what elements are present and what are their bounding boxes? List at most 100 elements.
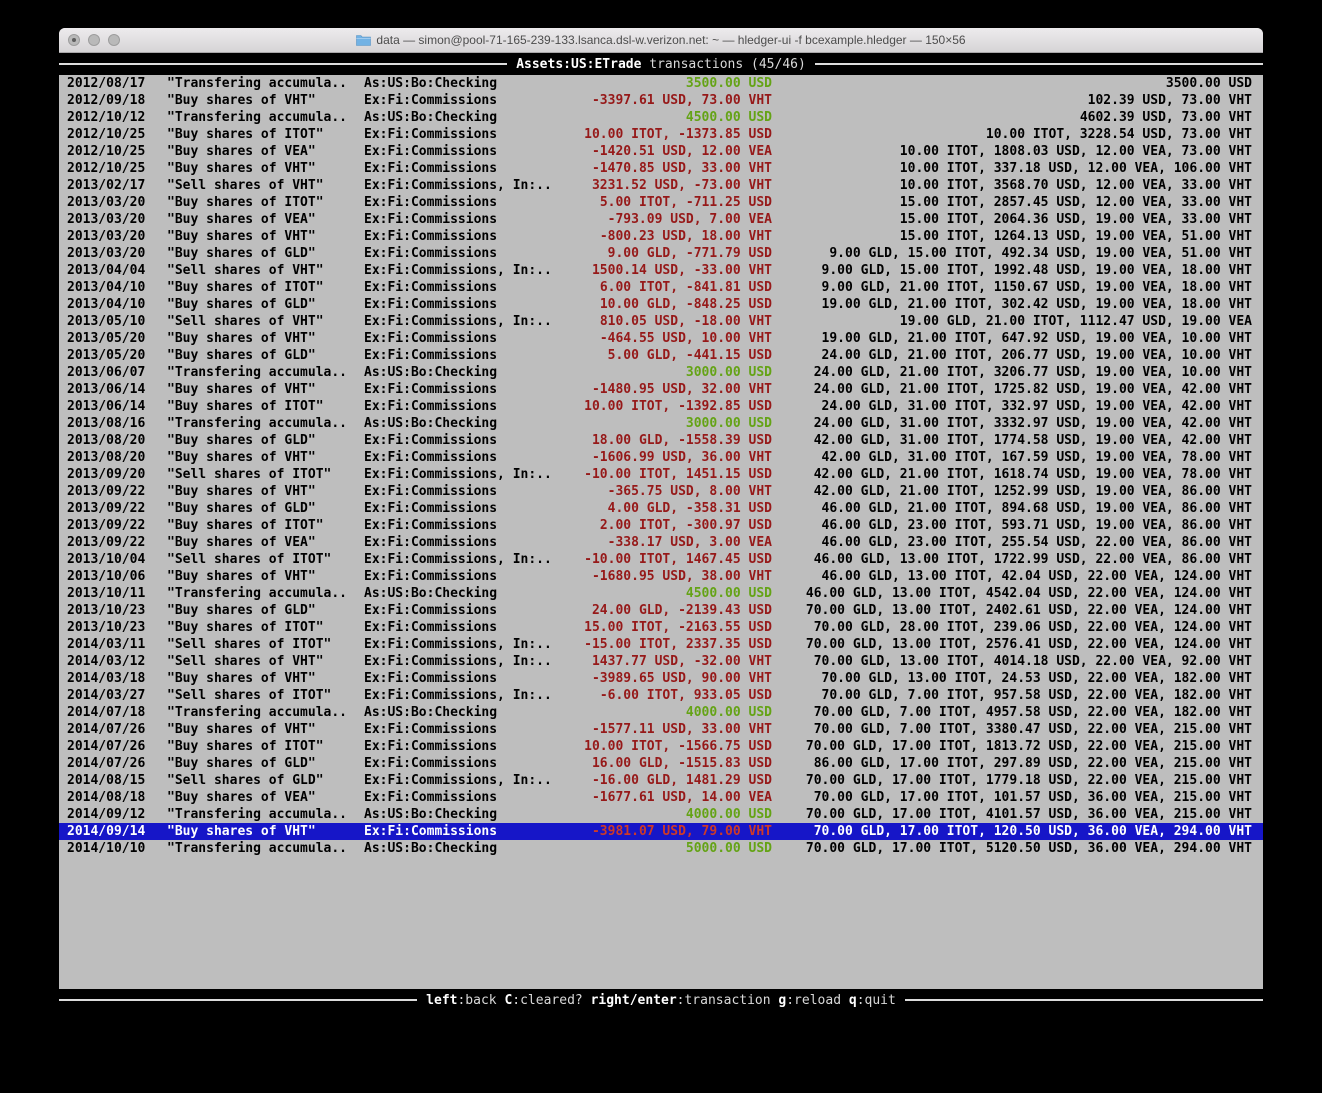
transaction-row[interactable]: 2014/03/11 "Sell shares of ITOT" Ex:Fi:Com… bbox=[59, 636, 1263, 653]
transaction-row[interactable]: 2013/09/22 "Buy shares of VHT" Ex:Fi:Commi… bbox=[59, 483, 1263, 500]
transaction-row[interactable]: 2014/07/18 "Transfering accumula.. As:US:B… bbox=[59, 704, 1263, 721]
minimize-button[interactable] bbox=[88, 34, 100, 46]
transaction-row[interactable]: 2013/03/20 "Buy shares of VEA" Ex:Fi:Commi… bbox=[59, 211, 1263, 228]
transaction-row[interactable]: 2014/07/26 "Buy shares of VHT" Ex:Fi:Commi… bbox=[59, 721, 1263, 738]
transaction-row[interactable]: 2014/03/27 "Sell shares of ITOT" Ex:Fi:Com… bbox=[59, 687, 1263, 704]
transaction-row[interactable]: 2013/10/11 "Transfering accumula.. As:US:B… bbox=[59, 585, 1263, 602]
transaction-row[interactable]: 2013/08/20 "Buy shares of GLD" Ex:Fi:Commi… bbox=[59, 432, 1263, 449]
transaction-running-balance: 19.00 GLD, 21.00 ITOT, 302.42 USD, 19.00… bbox=[821, 297, 1252, 312]
transaction-row[interactable]: 2014/03/18 "Buy shares of VHT" Ex:Fi:Commi… bbox=[59, 670, 1263, 687]
transaction-row-selected[interactable]: 2014/09/14 "Buy shares of VHT" Ex:Fi:Commi… bbox=[59, 823, 1263, 840]
transaction-row[interactable]: 2014/03/12 "Sell shares of VHT" Ex:Fi:Comm… bbox=[59, 653, 1263, 670]
transaction-other-accounts: Ex:Fi:Commissions bbox=[364, 246, 498, 261]
transaction-row[interactable]: 2012/10/12 "Transfering accumula.. As:US:B… bbox=[59, 109, 1263, 126]
transaction-running-balance: 70.00 GLD, 13.00 ITOT, 2576.41 USD, 22.0… bbox=[805, 637, 1252, 652]
transaction-row[interactable]: 2013/06/14 "Buy shares of ITOT" Ex:Fi:Comm… bbox=[59, 398, 1263, 415]
transaction-running-balance: 46.00 GLD, 13.00 ITOT, 42.04 USD, 22.00 … bbox=[821, 569, 1252, 584]
transaction-description: "Buy shares of VHT" bbox=[167, 161, 316, 176]
close-button[interactable] bbox=[68, 34, 80, 46]
transaction-description: "Buy shares of GLD" bbox=[167, 297, 316, 312]
transaction-row[interactable]: 2013/03/20 "Buy shares of ITOT" Ex:Fi:Comm… bbox=[59, 194, 1263, 211]
transaction-description: "Buy shares of VHT" bbox=[167, 722, 316, 737]
transaction-row[interactable]: 2013/05/20 "Buy shares of GLD" Ex:Fi:Commi… bbox=[59, 347, 1263, 364]
transaction-row[interactable]: 2013/09/22 "Buy shares of ITOT" Ex:Fi:Comm… bbox=[59, 517, 1263, 534]
transaction-running-balance: 19.00 GLD, 21.00 ITOT, 1112.47 USD, 19.0… bbox=[899, 314, 1252, 329]
transaction-other-accounts: Ex:Fi:Commissions bbox=[364, 756, 498, 771]
transaction-row[interactable]: 2013/10/23 "Buy shares of GLD" Ex:Fi:Commi… bbox=[59, 602, 1263, 619]
transaction-row[interactable]: 2014/08/15 "Sell shares of GLD" Ex:Fi:Comm… bbox=[59, 772, 1263, 789]
transaction-change-amount: 5.00 ITOT, -711.25 USD bbox=[599, 195, 772, 210]
transaction-row[interactable]: 2013/09/22 "Buy shares of GLD" Ex:Fi:Commi… bbox=[59, 500, 1263, 517]
transaction-date: 2013/04/04 bbox=[67, 263, 146, 278]
transaction-change-amount: 4000.00 USD bbox=[685, 705, 772, 720]
transaction-running-balance: 70.00 GLD, 7.00 ITOT, 957.58 USD, 22.00 … bbox=[821, 688, 1252, 703]
transaction-date: 2012/10/25 bbox=[67, 127, 146, 142]
transaction-date: 2013/04/10 bbox=[67, 297, 146, 312]
transaction-change-amount: 3500.00 USD bbox=[685, 76, 772, 91]
transaction-date: 2013/05/20 bbox=[67, 348, 146, 363]
transaction-description: "Sell shares of ITOT" bbox=[167, 637, 332, 652]
transaction-running-balance: 15.00 ITOT, 2857.45 USD, 12.00 VEA, 33.0… bbox=[899, 195, 1252, 210]
transaction-other-accounts: As:US:Bo:Checking bbox=[364, 416, 498, 431]
transaction-row[interactable]: 2014/07/26 "Buy shares of ITOT" Ex:Fi:Comm… bbox=[59, 738, 1263, 755]
transaction-row[interactable]: 2014/07/26 "Buy shares of GLD" Ex:Fi:Commi… bbox=[59, 755, 1263, 772]
transaction-row[interactable]: 2013/09/20 "Sell shares of ITOT" Ex:Fi:Com… bbox=[59, 466, 1263, 483]
transaction-running-balance: 70.00 GLD, 17.00 ITOT, 1779.18 USD, 22.0… bbox=[805, 773, 1252, 788]
transaction-row[interactable]: 2013/08/20 "Buy shares of VHT" Ex:Fi:Commi… bbox=[59, 449, 1263, 466]
transaction-running-balance: 9.00 GLD, 21.00 ITOT, 1150.67 USD, 19.00… bbox=[821, 280, 1252, 295]
transaction-row[interactable]: 2012/10/25 "Buy shares of VHT" Ex:Fi:Commi… bbox=[59, 160, 1263, 177]
transaction-date: 2013/06/14 bbox=[67, 382, 146, 397]
transaction-row[interactable]: 2013/10/06 "Buy shares of VHT" Ex:Fi:Commi… bbox=[59, 568, 1263, 585]
transaction-row[interactable]: 2014/09/12 "Transfering accumula.. As:US:B… bbox=[59, 806, 1263, 823]
transaction-change-amount: -793.09 USD, 7.00 VEA bbox=[607, 212, 772, 227]
transaction-other-accounts: As:US:Bo:Checking bbox=[364, 841, 498, 856]
transaction-row[interactable]: 2013/08/16 "Transfering accumula.. As:US:B… bbox=[59, 415, 1263, 432]
transaction-row[interactable]: 2012/09/18 "Buy shares of VHT" Ex:Fi:Commi… bbox=[59, 92, 1263, 109]
transaction-change-amount: -1680.95 USD, 38.00 VHT bbox=[591, 569, 772, 584]
transaction-row[interactable]: 2013/02/17 "Sell shares of VHT" Ex:Fi:Comm… bbox=[59, 177, 1263, 194]
transaction-row[interactable]: 2013/03/20 "Buy shares of GLD" Ex:Fi:Commi… bbox=[59, 245, 1263, 262]
transaction-running-balance: 46.00 GLD, 23.00 ITOT, 593.71 USD, 19.00… bbox=[821, 518, 1252, 533]
transaction-row[interactable]: 2013/06/14 "Buy shares of VHT" Ex:Fi:Commi… bbox=[59, 381, 1263, 398]
transaction-date: 2014/07/18 bbox=[67, 705, 146, 720]
transaction-description: "Transfering accumula.. bbox=[167, 110, 348, 125]
transaction-running-balance: 15.00 ITOT, 1264.13 USD, 19.00 VEA, 51.0… bbox=[899, 229, 1252, 244]
transaction-row[interactable]: 2013/04/04 "Sell shares of VHT" Ex:Fi:Comm… bbox=[59, 262, 1263, 279]
transaction-other-accounts: Ex:Fi:Commissions bbox=[364, 450, 498, 465]
transaction-row[interactable]: 2013/09/22 "Buy shares of VEA" Ex:Fi:Commi… bbox=[59, 534, 1263, 551]
transaction-description: "Transfering accumula.. bbox=[167, 365, 348, 380]
transaction-change-amount: -10.00 ITOT, 1467.45 USD bbox=[584, 552, 772, 567]
transaction-row[interactable]: 2013/03/20 "Buy shares of VHT" Ex:Fi:Commi… bbox=[59, 228, 1263, 245]
transaction-change-amount: -15.00 ITOT, 2337.35 USD bbox=[584, 637, 772, 652]
transaction-date: 2013/06/14 bbox=[67, 399, 146, 414]
transaction-row[interactable]: 2013/04/10 "Buy shares of ITOT" Ex:Fi:Comm… bbox=[59, 279, 1263, 296]
transaction-running-balance: 70.00 GLD, 13.00 ITOT, 2402.61 USD, 22.0… bbox=[805, 603, 1252, 618]
zoom-button[interactable] bbox=[108, 34, 120, 46]
transaction-row[interactable]: 2013/10/04 "Sell shares of ITOT" Ex:Fi:Com… bbox=[59, 551, 1263, 568]
transaction-date: 2014/10/10 bbox=[67, 841, 146, 856]
transaction-running-balance: 9.00 GLD, 15.00 ITOT, 492.34 USD, 19.00 … bbox=[829, 246, 1252, 261]
window-titlebar[interactable]: data — simon@pool-71-165-239-133.lsanca.… bbox=[59, 28, 1263, 53]
transaction-row[interactable]: 2013/05/10 "Sell shares of VHT" Ex:Fi:Comm… bbox=[59, 313, 1263, 330]
transaction-date: 2013/05/20 bbox=[67, 331, 146, 346]
transaction-running-balance: 70.00 GLD, 17.00 ITOT, 120.50 USD, 36.00… bbox=[813, 824, 1252, 839]
transaction-row[interactable]: 2013/04/10 "Buy shares of GLD" Ex:Fi:Commi… bbox=[59, 296, 1263, 313]
transaction-change-amount: 6.00 ITOT, -841.81 USD bbox=[599, 280, 772, 295]
transaction-other-accounts: Ex:Fi:Commissions, In:.. bbox=[364, 467, 552, 482]
transaction-other-accounts: As:US:Bo:Checking bbox=[364, 76, 498, 91]
transaction-row[interactable]: 2013/06/07 "Transfering accumula.. As:US:B… bbox=[59, 364, 1263, 381]
transaction-description: "Sell shares of GLD" bbox=[167, 773, 324, 788]
transaction-change-amount: 3000.00 USD bbox=[685, 416, 772, 431]
transaction-row[interactable]: 2014/10/10 "Transfering accumula.. As:US:B… bbox=[59, 840, 1263, 857]
transaction-description: "Buy shares of VHT" bbox=[167, 484, 316, 499]
transaction-row[interactable]: 2012/10/25 "Buy shares of ITOT" Ex:Fi:Comm… bbox=[59, 126, 1263, 143]
transaction-date: 2012/08/17 bbox=[67, 76, 146, 91]
transaction-row[interactable]: 2012/08/17 "Transfering accumula.. As:US:B… bbox=[59, 75, 1263, 92]
transaction-row[interactable]: 2013/10/23 "Buy shares of ITOT" Ex:Fi:Comm… bbox=[59, 619, 1263, 636]
transaction-row[interactable]: 2012/10/25 "Buy shares of VEA" Ex:Fi:Commi… bbox=[59, 143, 1263, 160]
transaction-description: "Transfering accumula.. bbox=[167, 807, 348, 822]
transaction-date: 2014/09/14 bbox=[67, 824, 146, 839]
transaction-row[interactable]: 2014/08/18 "Buy shares of VEA" Ex:Fi:Commi… bbox=[59, 789, 1263, 806]
transaction-row[interactable]: 2013/05/20 "Buy shares of VHT" Ex:Fi:Commi… bbox=[59, 330, 1263, 347]
